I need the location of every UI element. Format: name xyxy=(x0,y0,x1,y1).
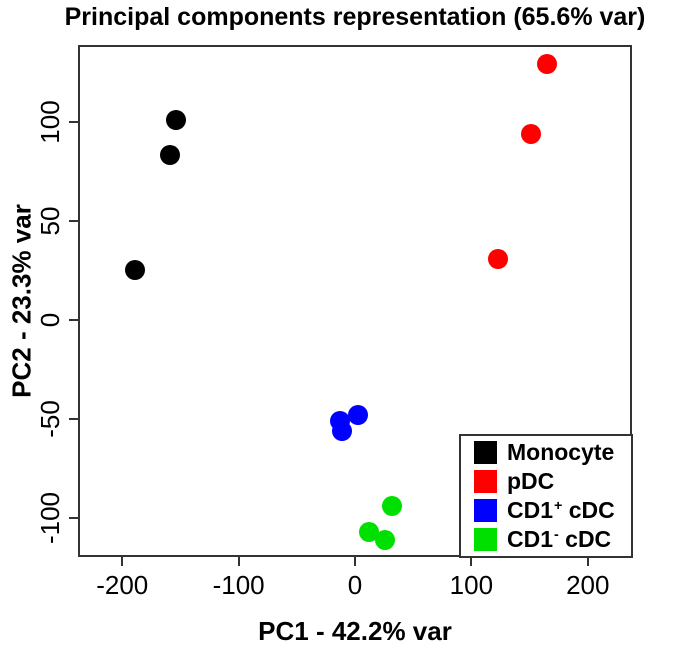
data-point-pdc xyxy=(488,248,509,269)
legend-label-sup: - xyxy=(554,526,559,543)
x-axis-tick xyxy=(354,557,356,566)
y-axis-tick xyxy=(69,120,78,123)
y-axis-tick-label: -100 xyxy=(35,492,65,545)
x-axis-tick-label: 0 xyxy=(347,570,363,600)
data-point-cd1plus-cdc xyxy=(332,421,353,442)
legend-label-text: CD1 xyxy=(507,525,554,552)
legend-label-rest: cDC xyxy=(558,525,612,552)
legend-item-monocyte: Monocyte xyxy=(474,441,631,465)
legend-item-cd1-minus-cdc: CD1- cDC xyxy=(474,527,631,551)
x-axis-tick-label: 200 xyxy=(566,570,610,600)
y-axis-tick xyxy=(69,319,78,322)
legend-label-cd1-plus-cdc: CD1+ cDC xyxy=(507,496,615,523)
legend-label-sup: + xyxy=(554,498,563,515)
data-point-pdc xyxy=(520,123,541,144)
data-point-cd1minus-cdc xyxy=(382,496,403,517)
y-axis-tick-label: 0 xyxy=(35,312,65,328)
legend-swatch-cd1-plus-cdc xyxy=(474,498,497,522)
x-axis-tick-label: -100 xyxy=(212,570,265,600)
y-axis-tick xyxy=(69,517,78,520)
data-point-cd1plus-cdc xyxy=(348,405,369,426)
data-point-monocyte xyxy=(159,145,180,166)
data-point-monocyte xyxy=(125,260,146,281)
legend-item-pdc: pDC xyxy=(474,470,631,494)
data-point-monocyte xyxy=(165,109,186,130)
y-axis-tick xyxy=(69,219,78,222)
legend-swatch-monocyte xyxy=(474,441,497,465)
y-axis-tick-label: -50 xyxy=(35,400,65,438)
y-axis-tick-label: 50 xyxy=(35,206,65,236)
legend-label-text: Monocyte xyxy=(507,439,615,466)
legend-label-text: CD1 xyxy=(507,496,554,523)
legend-label-monocyte: Monocyte xyxy=(507,441,615,464)
legend-item-cd1-plus-cdc: CD1+ cDC xyxy=(474,498,631,522)
legend-label-cd1-minus-cdc: CD1- cDC xyxy=(507,525,612,552)
y-axis-title: PC2 - 23.3% var xyxy=(6,204,37,398)
legend-label-rest: cDC xyxy=(562,496,615,523)
x-axis-tick xyxy=(586,557,589,566)
legend: Monocyte pDC CD1+ cDC CD1- cDC xyxy=(459,434,633,558)
y-axis-tick xyxy=(69,418,78,421)
legend-label-pdc: pDC xyxy=(507,470,555,493)
data-point-cd1minus-cdc xyxy=(375,530,396,551)
data-point-pdc xyxy=(537,54,558,75)
data-point-cd1minus-cdc xyxy=(358,522,379,543)
x-axis-title: PC1 - 42.2% var xyxy=(258,616,452,646)
x-axis-tick xyxy=(470,557,473,566)
legend-swatch-cd1-minus-cdc xyxy=(474,527,497,551)
chart-title: Principal components representation (65.… xyxy=(64,3,646,31)
y-axis-tick-label: 100 xyxy=(35,100,65,144)
legend-label-text: pDC xyxy=(507,468,555,495)
x-axis-tick xyxy=(121,557,124,566)
x-axis-tick-label: -200 xyxy=(96,570,149,600)
x-axis-tick xyxy=(237,557,240,566)
x-axis-tick-label: 100 xyxy=(449,570,494,600)
legend-swatch-pdc xyxy=(474,470,497,494)
